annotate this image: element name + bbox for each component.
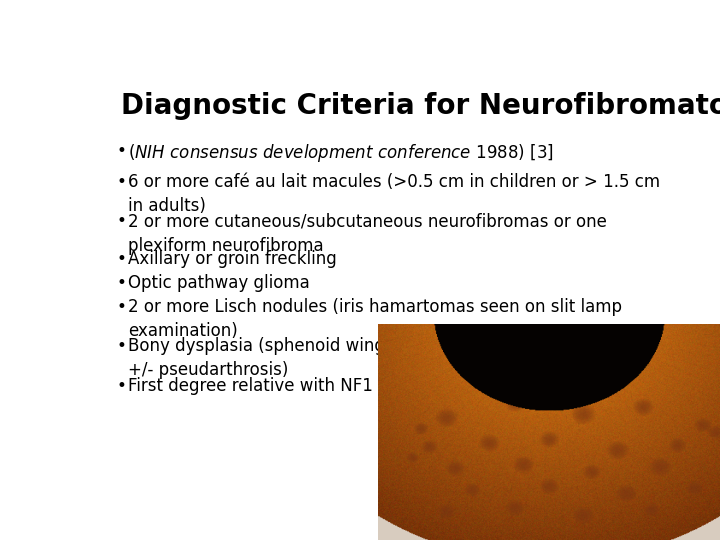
Text: examination): examination): [128, 322, 238, 340]
Text: Bony dysplasia (sphenoid wing dysplasia, bowing of long bone: Bony dysplasia (sphenoid wing dysplasia,…: [128, 337, 647, 355]
Text: Axillary or groin freckling: Axillary or groin freckling: [128, 250, 337, 268]
Text: 2 or more cutaneous/subcutaneous neurofibromas or one: 2 or more cutaneous/subcutaneous neurofi…: [128, 212, 607, 231]
Text: •: •: [117, 212, 127, 231]
Text: 6 or more café au lait macules (>0.5 cm in children or > 1.5 cm: 6 or more café au lait macules (>0.5 cm …: [128, 173, 660, 191]
Text: plexiform neurofibroma: plexiform neurofibroma: [128, 237, 323, 254]
Text: Optic pathway glioma: Optic pathway glioma: [128, 274, 310, 292]
Text: ($\it{NIH\ consensus\ development\ conference\ 1988}$) [3]: ($\it{NIH\ consensus\ development\ confe…: [128, 141, 554, 164]
Text: •: •: [117, 173, 127, 191]
Text: •: •: [117, 141, 127, 160]
Text: •: •: [117, 298, 127, 316]
Text: First degree relative with NF1: First degree relative with NF1: [128, 377, 373, 395]
Text: •: •: [117, 274, 127, 292]
Text: +/- pseudarthrosis): +/- pseudarthrosis): [128, 361, 288, 379]
Text: •: •: [117, 250, 127, 268]
Text: 2 or more Lisch nodules (iris hamartomas seen on slit lamp: 2 or more Lisch nodules (iris hamartomas…: [128, 298, 622, 316]
Text: in adults): in adults): [128, 197, 206, 215]
Text: •: •: [117, 337, 127, 355]
Text: Diagnostic Criteria for Neurofibromatosis 1: Diagnostic Criteria for Neurofibromatosi…: [121, 92, 720, 120]
Text: •: •: [117, 377, 127, 395]
